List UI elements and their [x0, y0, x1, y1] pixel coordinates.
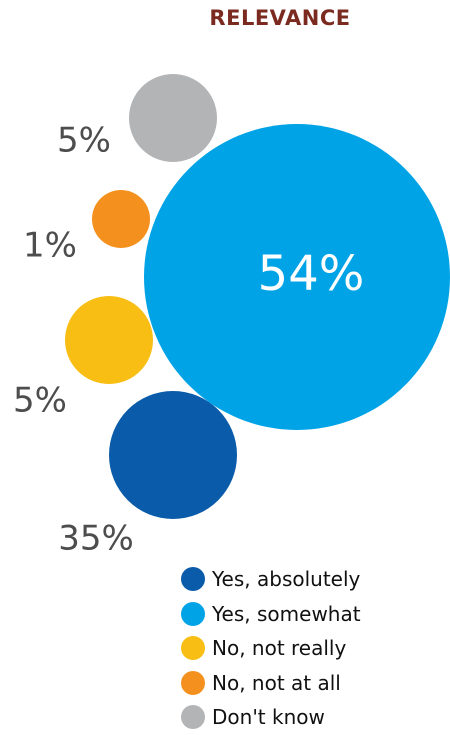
legend-item: Yes, absolutely — [181, 562, 361, 597]
data-label-no-not-at-all: 1% — [23, 226, 77, 266]
legend-label: Don't know — [212, 705, 325, 730]
legend-item: Yes, somewhat — [181, 597, 361, 632]
legend-swatch — [181, 636, 205, 661]
legend-swatch — [181, 705, 205, 730]
data-label-don-t-know: 5% — [57, 121, 111, 161]
legend: Yes, absolutely Yes, somewhat No, not real… — [181, 562, 361, 735]
bubble-no-not-at-all — [92, 190, 150, 248]
bubble-chart: 35% 54% 5% 1% 5% — [13, 74, 450, 559]
legend-swatch — [181, 670, 205, 695]
legend-swatch — [181, 567, 205, 592]
bubble-yes-somewhat — [144, 124, 450, 430]
legend-label: No, not really — [212, 636, 347, 661]
data-label-no-not-really: 5% — [13, 381, 67, 421]
legend-item: No, not really — [181, 631, 361, 666]
legend-label: Yes, absolutely — [212, 567, 361, 592]
data-label-yes-somewhat: 54% — [258, 246, 365, 302]
legend-label: Yes, somewhat — [212, 601, 361, 626]
legend-item: No, not at all — [181, 666, 361, 701]
legend-swatch — [181, 601, 205, 626]
bubble-yes-absolutely — [109, 391, 237, 519]
bubble-no-not-really — [65, 296, 153, 384]
bubble-don-t-know — [129, 74, 217, 162]
chart-title: RELEVANCE — [209, 6, 351, 30]
data-label-yes-absolutely: 35% — [58, 519, 134, 559]
legend-item: Don't know — [181, 700, 361, 735]
legend-label: No, not at all — [212, 670, 341, 695]
